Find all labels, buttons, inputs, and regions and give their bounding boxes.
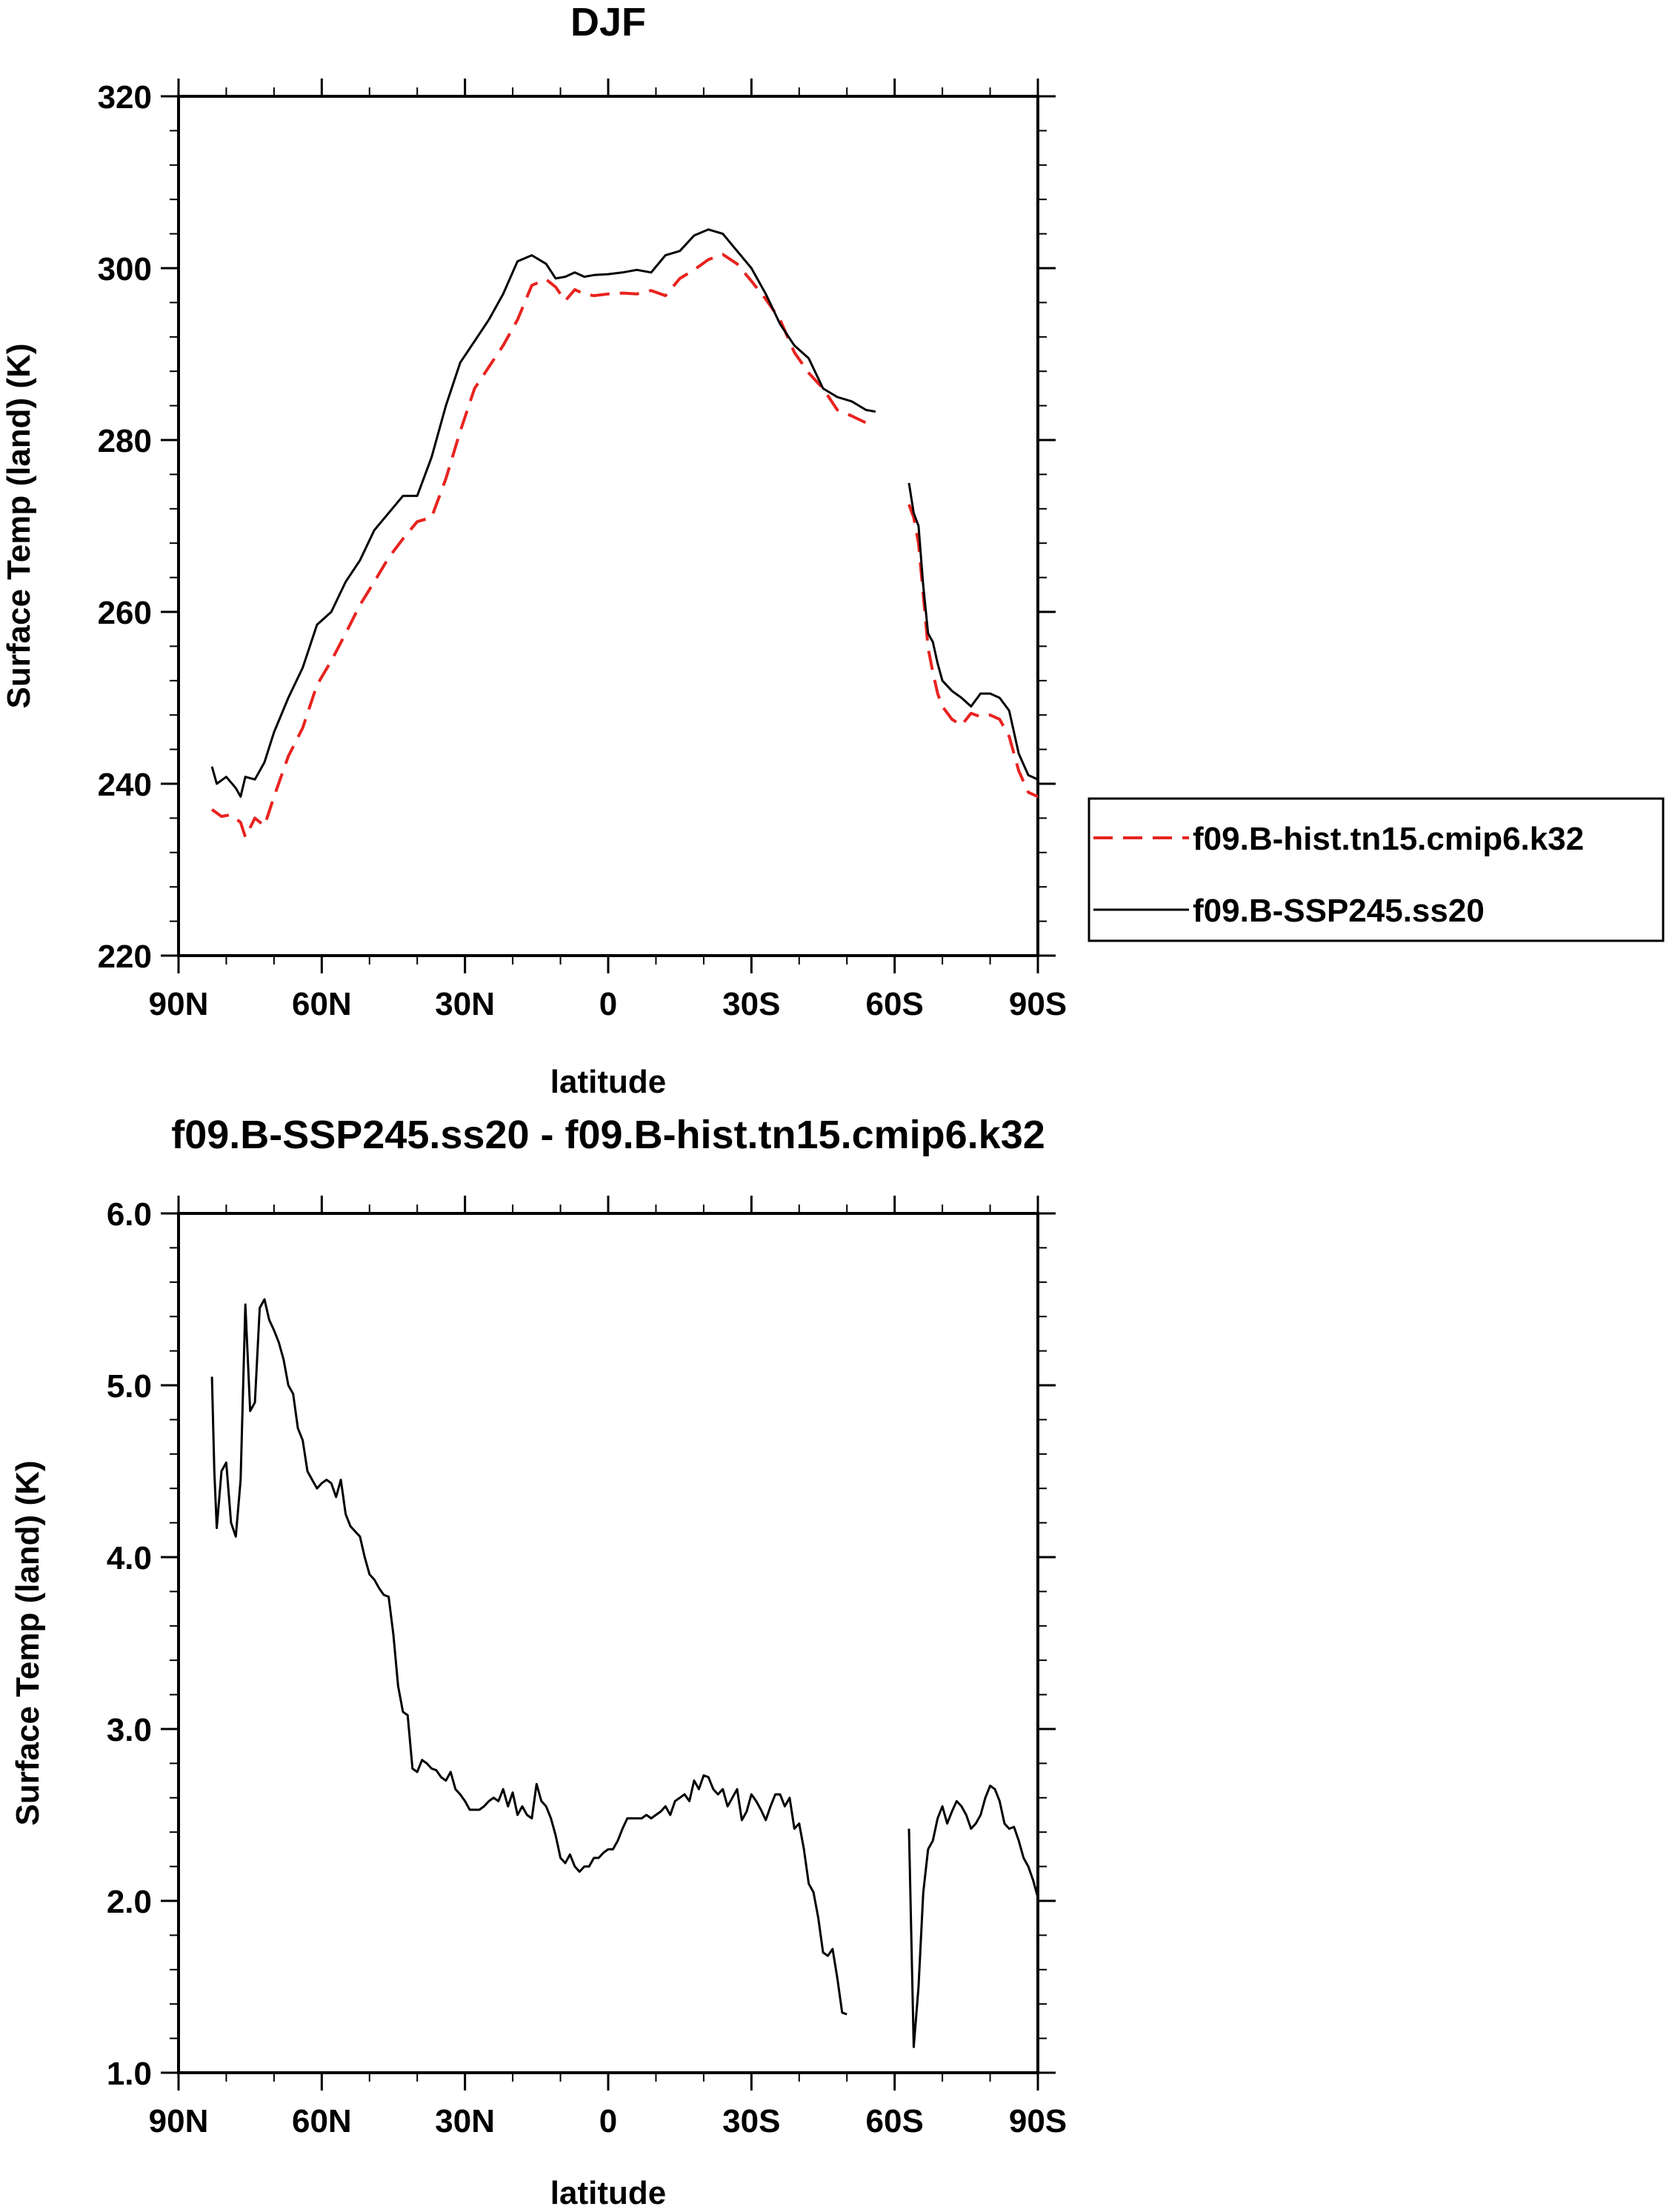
y-tick-labels: 1.0 2.0 3.0 4.0 5.0 6.0 bbox=[107, 1196, 152, 2092]
y-tick-label: 240 bbox=[98, 767, 152, 803]
chart-title: f09.B-SSP245.ss20 - f09.B-hist.tn15.cmip… bbox=[171, 1113, 1045, 1157]
x-tick-label: 60N bbox=[292, 986, 352, 1022]
series-line-1-segment-0 bbox=[210, 228, 876, 798]
series-line-1-segment-1 bbox=[907, 482, 1039, 781]
x-tick-label: 0 bbox=[599, 986, 617, 1022]
y-tick-label: 280 bbox=[98, 423, 152, 459]
series-line-0-segment-1 bbox=[907, 1785, 1039, 2048]
y-tick-label: 220 bbox=[98, 939, 152, 975]
y-tick-label: 320 bbox=[98, 79, 152, 116]
legend-entry-hist: f09.B-hist.tn15.cmip6.k32 bbox=[1193, 821, 1584, 857]
plot-frame bbox=[177, 1212, 1039, 2074]
y-tick-label: 2.0 bbox=[107, 1884, 152, 1920]
y-axis-label: Surface Temp (land) (K) bbox=[10, 1460, 46, 1825]
legend-entry-ssp245: f09.B-SSP245.ss20 bbox=[1193, 893, 1485, 929]
x-tick-label: 90N bbox=[149, 986, 209, 1022]
x-tick-label: 60S bbox=[866, 986, 924, 1022]
y-tick-label: 5.0 bbox=[107, 1368, 152, 1405]
x-tick-label: 30S bbox=[722, 2103, 780, 2139]
y-tick-label: 3.0 bbox=[107, 1712, 152, 1748]
series-lines bbox=[210, 1298, 1039, 2048]
chart-title: DJF bbox=[570, 0, 646, 44]
legend: f09.B-hist.tn15.cmip6.k32 f09.B-SSP245.s… bbox=[1088, 797, 1665, 942]
x-tick-label: 90S bbox=[1009, 2103, 1067, 2139]
y-tick-label: 4.0 bbox=[107, 1540, 152, 1576]
plot-frame bbox=[177, 95, 1039, 957]
series-line-0-segment-0 bbox=[210, 253, 876, 839]
y-tick-label: 1.0 bbox=[107, 2056, 152, 2092]
x-tick-labels: 90N 60N 30N 0 30S 60S 90S bbox=[149, 2103, 1068, 2139]
y-tick-label: 300 bbox=[98, 251, 152, 287]
axis-ticks bbox=[161, 1196, 1056, 2091]
x-tick-label: 0 bbox=[599, 2103, 617, 2139]
axis-ticks bbox=[161, 79, 1056, 973]
y-axis-label: Surface Temp (land) (K) bbox=[1, 343, 37, 708]
y-tick-labels: 220 240 260 280 300 320 bbox=[98, 79, 152, 975]
x-tick-label: 90S bbox=[1009, 986, 1067, 1022]
series-line-0-segment-0 bbox=[210, 1298, 847, 2016]
y-tick-label: 260 bbox=[98, 595, 152, 631]
x-axis-label: latitude bbox=[550, 1064, 666, 1100]
legend-box bbox=[1088, 797, 1665, 942]
x-tick-labels: 90N 60N 30N 0 30S 60S 90S bbox=[149, 986, 1068, 1022]
x-tick-label: 30N bbox=[435, 986, 495, 1022]
y-tick-label: 6.0 bbox=[107, 1196, 152, 1233]
x-axis-label: latitude bbox=[550, 2175, 666, 2211]
x-tick-label: 60N bbox=[292, 2103, 352, 2139]
x-tick-label: 90N bbox=[149, 2103, 209, 2139]
panel-bottom: f09.B-SSP245.ss20 - f09.B-hist.tn15.cmip… bbox=[10, 1113, 1067, 2211]
series-lines bbox=[210, 228, 1039, 839]
panel-top: DJF 90N 60N 30N 0 30S 60S 90S 220 240 260 280 300 3… bbox=[1, 0, 1665, 1100]
x-tick-label: 30S bbox=[722, 986, 780, 1022]
series-line-0-segment-1 bbox=[907, 504, 1039, 799]
x-tick-label: 30N bbox=[435, 2103, 495, 2139]
x-tick-label: 60S bbox=[866, 2103, 924, 2139]
